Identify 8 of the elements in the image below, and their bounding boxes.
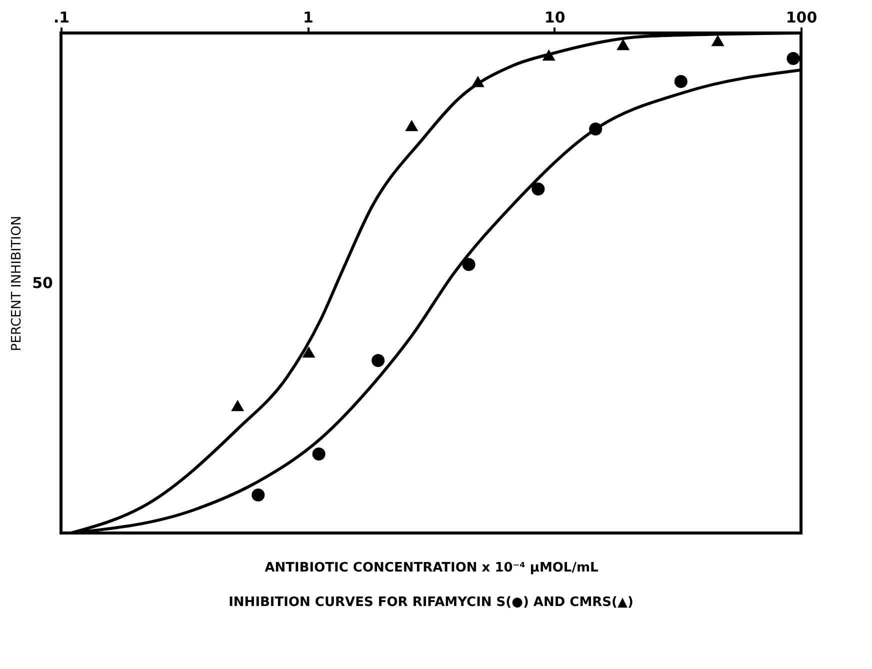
text: INHIBITION CURVES FOR RIFAMYCIN S(●) AND CMRS(▲) [228,595,634,610]
x-tick-label: 100 [786,8,818,26]
x-tick-label: 1 [302,8,314,26]
x-axis-title: ANTIBIOTIC CONCENTRATION x 10⁻⁴ μMOL/mL [264,560,598,576]
x-tick-label: 10 [544,8,566,26]
text: 50 [32,274,53,292]
y-axis-title: PERCENT INHIBITION [10,216,24,352]
x-tick-label: .1 [53,8,70,26]
